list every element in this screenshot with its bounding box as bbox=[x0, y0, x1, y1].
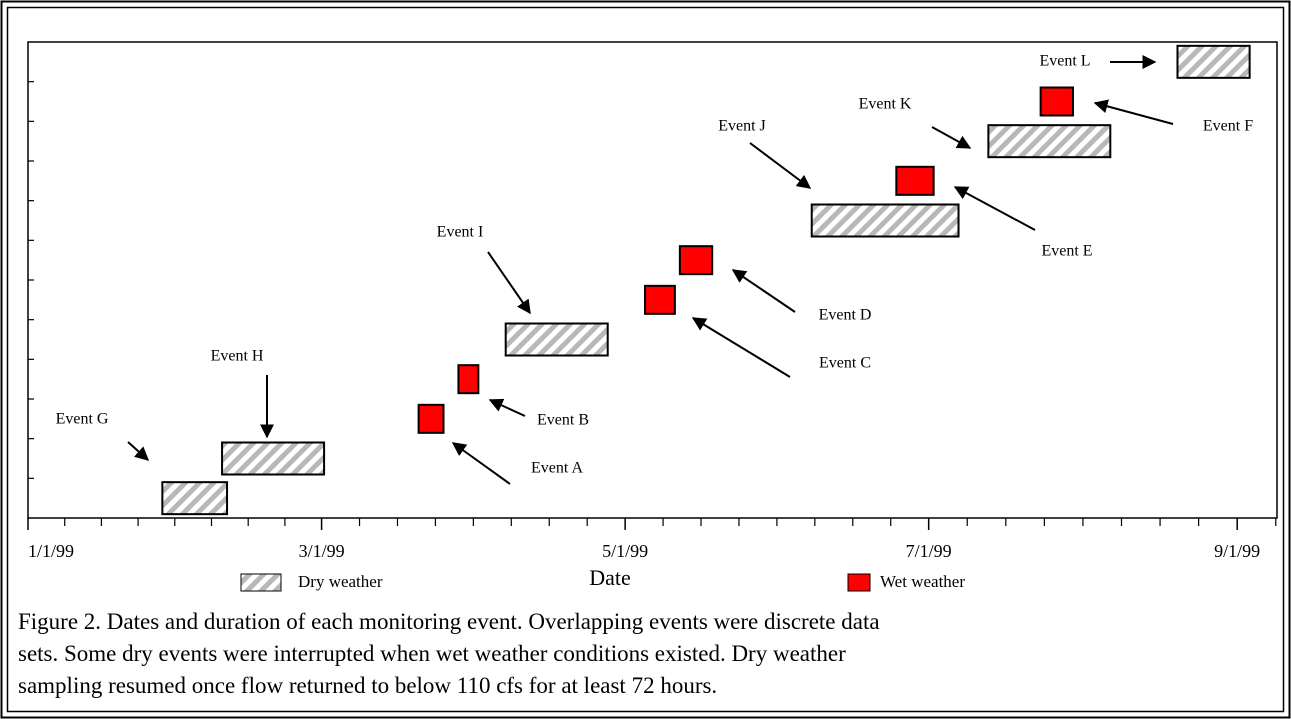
event-arrow bbox=[127, 441, 150, 461]
dry-event-bar bbox=[504, 322, 609, 357]
x-tick-label: 7/1/99 bbox=[906, 541, 952, 561]
event-arrow bbox=[1093, 99, 1174, 125]
event-label: Event A bbox=[531, 460, 583, 477]
event-arrow bbox=[931, 126, 972, 149]
legend-swatch bbox=[240, 573, 282, 592]
dry-event-bar bbox=[161, 481, 229, 516]
event-arrow bbox=[731, 269, 796, 313]
wet-event-bar bbox=[1039, 86, 1074, 117]
event-arrow bbox=[488, 398, 526, 417]
caption-line: sampling resumed once flow returned to b… bbox=[18, 673, 717, 698]
x-tick-label: 1/1/99 bbox=[28, 541, 74, 561]
event-arrow bbox=[451, 442, 511, 485]
wet-event-bar bbox=[457, 364, 480, 395]
event-label: Event C bbox=[819, 355, 871, 372]
caption-line: sets. Some dry events were interrupted w… bbox=[18, 641, 846, 666]
x-axis-title: Date bbox=[589, 565, 631, 590]
event-label: Event K bbox=[859, 96, 912, 113]
dry-event-bar bbox=[221, 441, 326, 476]
wet-event-bar bbox=[417, 403, 445, 434]
plot-frame bbox=[27, 41, 1278, 519]
x-tick-label: 9/1/99 bbox=[1214, 541, 1260, 561]
event-arrow bbox=[487, 251, 531, 315]
inner-frame bbox=[6, 6, 1285, 713]
wet-event-bar bbox=[644, 284, 676, 315]
legend-label: Wet weather bbox=[880, 572, 965, 591]
x-tick-label: 3/1/99 bbox=[299, 541, 345, 561]
wet-event-bar bbox=[678, 245, 714, 276]
wet-event-bar bbox=[895, 165, 935, 196]
event-label: Event B bbox=[537, 412, 589, 429]
event-label: Event D bbox=[819, 307, 872, 324]
event-label: Event I bbox=[437, 224, 484, 241]
dry-event-bar bbox=[987, 124, 1112, 159]
event-label: Event H bbox=[211, 348, 264, 365]
event-label: Event L bbox=[1039, 53, 1090, 70]
dry-event-bar bbox=[810, 203, 960, 238]
event-arrow bbox=[691, 317, 791, 378]
dry-event-bar bbox=[1176, 44, 1251, 79]
event-label: Event F bbox=[1203, 118, 1253, 135]
caption-line: Figure 2. Dates and duration of each mon… bbox=[18, 609, 880, 634]
event-label: Event E bbox=[1041, 243, 1092, 260]
event-label: Event J bbox=[718, 118, 766, 135]
x-tick-label: 5/1/99 bbox=[602, 541, 648, 561]
legend-swatch bbox=[847, 573, 871, 592]
event-label: Event G bbox=[56, 411, 109, 428]
event-arrow bbox=[953, 186, 1036, 231]
legend-label: Dry weather bbox=[298, 572, 383, 591]
event-arrow bbox=[749, 142, 812, 189]
